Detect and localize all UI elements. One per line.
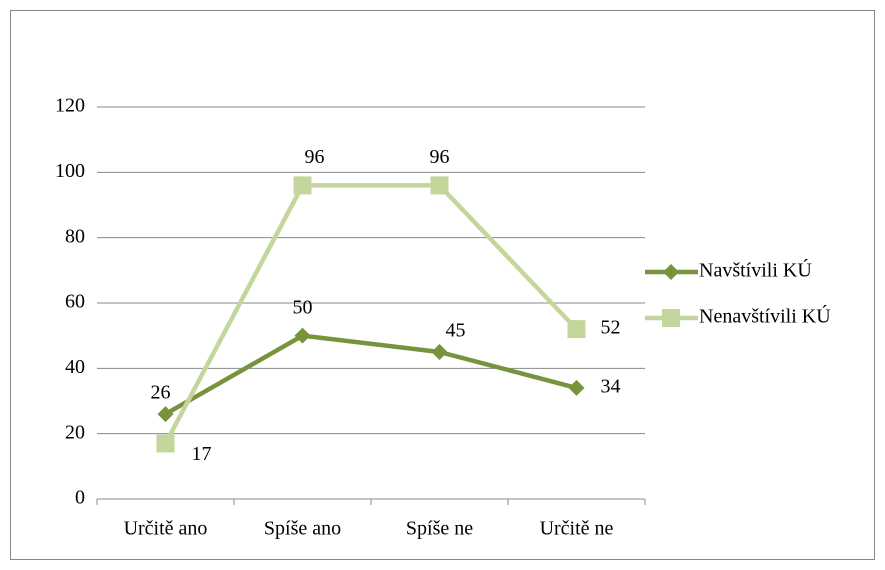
- x-tick-label: Určitě ne: [540, 518, 614, 540]
- data-label: 26: [151, 382, 171, 404]
- y-tick-label: 100: [55, 160, 85, 182]
- y-tick-label: 0: [75, 487, 85, 509]
- x-tick-label: Určitě ano: [124, 518, 208, 540]
- data-point: [430, 176, 449, 195]
- data-label: 34: [601, 376, 621, 398]
- data-label: 17: [192, 443, 212, 465]
- data-label: 45: [446, 320, 466, 342]
- y-tick-label: 120: [55, 95, 85, 117]
- legend-marker: [663, 264, 679, 280]
- x-tick-label: Spíše ano: [264, 518, 341, 540]
- series-line: [163, 183, 579, 445]
- data-label: 96: [305, 146, 325, 168]
- y-tick-label: 60: [65, 291, 85, 313]
- legend-marker: [662, 309, 680, 327]
- chart-border: [10, 10, 875, 560]
- y-tick-label: 40: [65, 356, 85, 378]
- data-point: [156, 434, 175, 453]
- data-label: 50: [293, 296, 313, 318]
- data-point: [568, 379, 585, 396]
- data-label: 96: [430, 146, 450, 168]
- y-tick-label: 80: [65, 225, 85, 247]
- data-point: [157, 406, 174, 423]
- series-line: [164, 333, 578, 417]
- data-label: 52: [601, 317, 621, 339]
- data-point: [293, 176, 312, 195]
- legend-label: Nenavštívili KÚ: [699, 304, 831, 328]
- data-point: [294, 327, 311, 344]
- x-tick-label: Spíše ne: [406, 518, 473, 540]
- legend-label: Navštívili KÚ: [699, 258, 812, 282]
- y-tick-label: 20: [65, 421, 85, 443]
- data-point: [431, 344, 448, 360]
- data-point: [567, 320, 586, 339]
